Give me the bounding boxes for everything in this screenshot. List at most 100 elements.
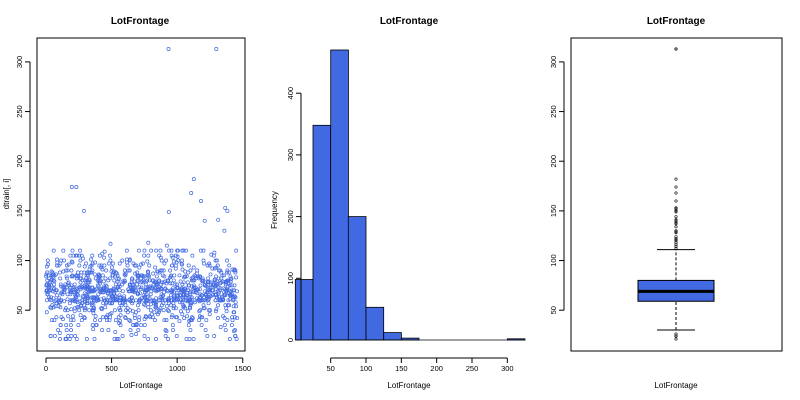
- scatter-point: [224, 289, 229, 294]
- scatter-point: [69, 283, 74, 288]
- scatter-point: [94, 296, 99, 301]
- scatter-point: [199, 293, 204, 298]
- scatter-point: [159, 287, 164, 292]
- scatter-point: [65, 276, 69, 281]
- scatter-point: [232, 288, 236, 293]
- scatter-point: [98, 318, 102, 323]
- scatter-point: [50, 289, 55, 294]
- scatter-title: LotFrontage: [111, 16, 170, 27]
- scatter-point: [180, 248, 185, 253]
- scatter-point: [106, 328, 111, 333]
- scatter-point: [171, 278, 176, 283]
- scatter-point: [109, 288, 114, 293]
- scatter-point: [100, 290, 105, 295]
- scatter-point: [51, 296, 56, 301]
- scatter-point: [90, 268, 95, 273]
- scatter-point: [213, 280, 218, 285]
- scatter-point: [137, 318, 141, 323]
- scatter-point: [163, 334, 168, 338]
- scatter-point: [124, 260, 129, 265]
- scatter-point: [78, 258, 83, 263]
- scatter-point: [174, 282, 179, 287]
- boxplot-outlier: [674, 247, 678, 251]
- scatter-point: [64, 323, 69, 328]
- boxplot-outlier: [674, 206, 678, 210]
- scatter-point: [205, 263, 210, 268]
- scatter-point: [136, 308, 141, 313]
- scatter-point: [225, 258, 229, 263]
- scatter-point: [154, 337, 158, 341]
- histogram-x-tick-label: 300: [501, 364, 514, 373]
- scatter-point: [58, 276, 63, 281]
- histogram-title: LotFrontage: [380, 16, 439, 27]
- scatter-point: [226, 298, 231, 303]
- scatter-point: [75, 305, 80, 310]
- scatter-point: [44, 272, 49, 277]
- scatter-point: [223, 282, 228, 287]
- scatter-point: [93, 260, 98, 265]
- scatter-point: [114, 288, 119, 293]
- boxplot-outlier: [674, 229, 678, 233]
- scatter-point: [156, 288, 161, 293]
- scatter-point: [228, 293, 233, 298]
- scatter-point: [234, 304, 239, 309]
- scatter-point: [110, 265, 114, 270]
- scatter-point: [229, 276, 234, 281]
- scatter-point: [72, 309, 77, 314]
- scatter-point: [89, 270, 94, 275]
- scatter-point: [126, 289, 131, 294]
- scatter-point: [164, 304, 169, 309]
- scatter-point: [158, 268, 163, 273]
- scatter-point: [77, 308, 82, 313]
- scatter-point: [208, 285, 213, 290]
- scatter-point: [48, 334, 53, 338]
- scatter-point: [216, 303, 220, 308]
- scatter-point: [147, 263, 152, 268]
- scatter-point: [68, 318, 73, 323]
- scatter-point: [134, 323, 139, 328]
- scatter-point: [142, 323, 147, 328]
- scatter-point: [117, 298, 122, 303]
- scatter-point: [169, 290, 174, 295]
- scatter-point: [163, 279, 168, 284]
- scatter-point: [194, 296, 199, 301]
- scatter-point: [44, 310, 49, 315]
- scatter-point: [80, 256, 85, 261]
- scatter-point: [137, 265, 142, 270]
- scatter-point: [97, 263, 102, 268]
- scatter-point: [69, 328, 74, 333]
- scatter-point: [95, 297, 100, 302]
- boxplot-y-tick-label: 100: [549, 254, 558, 267]
- scatter-point: [69, 334, 74, 338]
- scatter-point: [47, 295, 52, 300]
- scatter-point: [123, 273, 128, 278]
- scatter-point: [191, 265, 196, 270]
- scatter-point: [163, 328, 168, 333]
- scatter-point: [80, 294, 85, 299]
- scatter-point: [84, 337, 89, 341]
- scatter-point: [69, 274, 74, 279]
- scatter-point: [166, 309, 171, 314]
- scatter-point: [73, 293, 78, 298]
- scatter-y-tick-label: 150: [15, 205, 24, 218]
- scatter-point: [84, 280, 89, 285]
- scatter-point: [74, 274, 79, 279]
- scatter-point: [77, 263, 82, 268]
- scatter-point: [90, 285, 95, 290]
- boxplot-outlier: [674, 221, 678, 225]
- scatter-point: [82, 270, 87, 275]
- scatter-point: [170, 323, 175, 328]
- scatter-point: [213, 258, 218, 263]
- scatter-point: [110, 294, 115, 299]
- scatter-point: [181, 296, 186, 301]
- scatter-point: [153, 300, 158, 305]
- scatter-point: [133, 271, 138, 276]
- scatter-point: [234, 275, 239, 280]
- scatter-point: [73, 334, 78, 338]
- scatter-point: [158, 298, 163, 303]
- scatter-point: [140, 279, 145, 284]
- scatter-x-tick-label: 1500: [234, 364, 251, 373]
- scatter-point: [49, 295, 54, 300]
- scatter-point: [63, 308, 68, 313]
- scatter-point: [225, 318, 230, 323]
